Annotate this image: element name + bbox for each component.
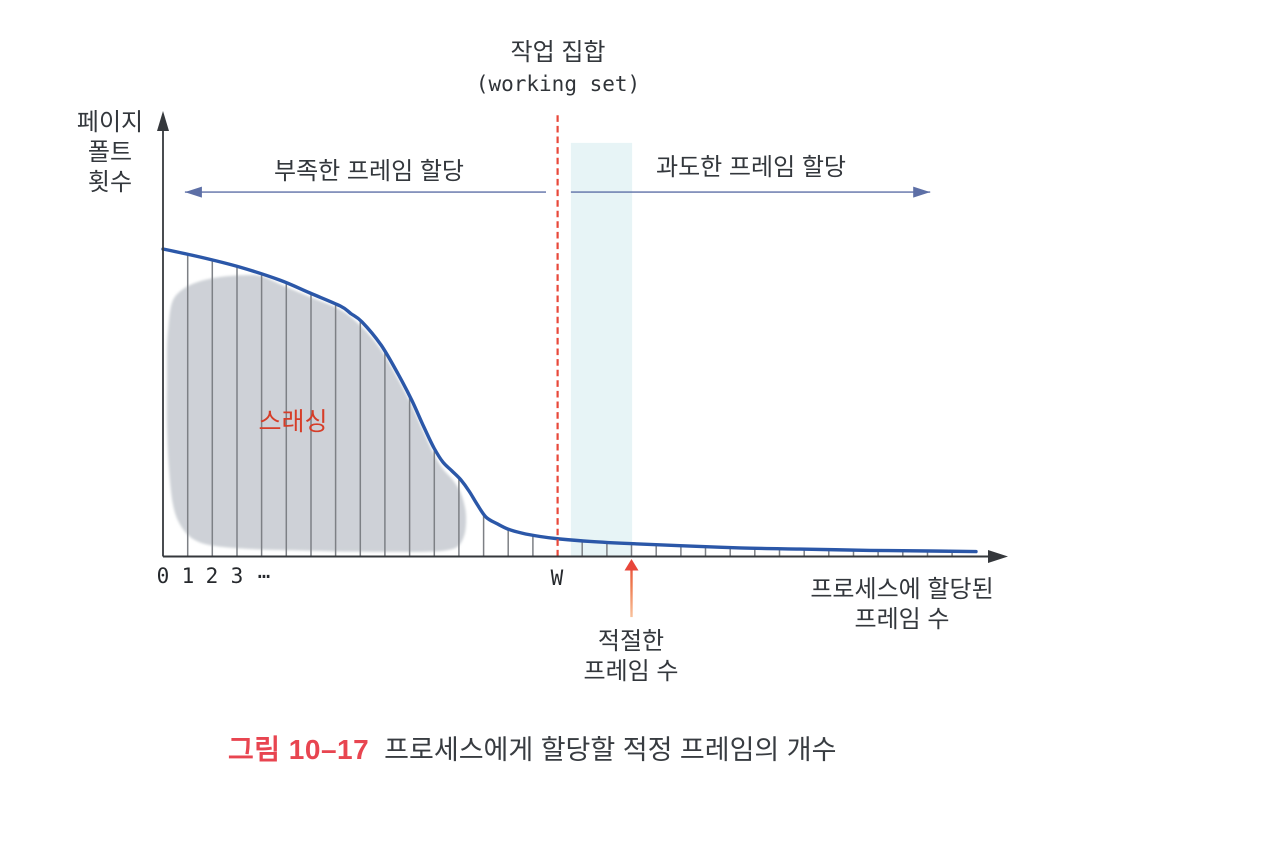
thrashing-region — [166, 275, 467, 552]
working-set-label-english: (working set) — [475, 72, 641, 96]
x-axis-title: 프로세스에 할당된 프레임 수 — [810, 575, 993, 635]
working-set-label: 작업 집합 (working set) — [476, 38, 640, 100]
proper-frames-label: 적절한 프레임 수 — [584, 627, 679, 687]
y-axis-arrowhead — [157, 111, 169, 131]
proper-frames-arrowhead — [624, 559, 639, 571]
figure-number: 그림 10–17 — [228, 734, 370, 765]
y-axis-label-line3: 횟수 — [87, 169, 133, 196]
proper-frames-label-line1: 적절한 — [597, 628, 665, 655]
x-tick-0: 0 — [156, 564, 170, 588]
figure-title: 프로세스에게 할당할 적정 프레임의 개수 — [384, 735, 837, 765]
underallocation-label: 부족한 프레임 할당 — [274, 158, 464, 185]
working-set-label-korean: 작업 집합 — [510, 39, 606, 66]
proper-frames-label-line2: 프레임 수 — [583, 658, 679, 685]
overallocation-label: 과도한 프레임 할당 — [656, 154, 846, 181]
y-axis-label-line2: 폴트 — [87, 139, 133, 166]
overallocation-band — [570, 142, 633, 557]
thrashing-label: 스래싱 — [258, 408, 328, 436]
x-tick-2: 2 — [205, 564, 219, 588]
figure-caption: 그림 10–17 프로세스에게 할당할 적정 프레임의 개수 — [228, 728, 836, 768]
x-tick-1: 1 — [181, 564, 195, 588]
overallocation-arrowhead — [913, 186, 931, 198]
page-fault-curve — [161, 247, 978, 554]
y-axis-label-line1: 페이지 — [76, 109, 144, 136]
x-tick-working-set: W — [550, 566, 564, 590]
x-axis-title-line2: 프레임 수 — [854, 606, 950, 633]
x-axis-arrowhead — [988, 550, 1008, 563]
x-tick-ellipsis: ⋯ — [257, 564, 271, 588]
x-axis-title-line1: 프로세스에 할당된 — [810, 576, 994, 603]
y-axis-label: 페이지 폴트 횟수 — [77, 108, 143, 198]
underallocation-arrowhead — [184, 186, 202, 198]
x-tick-3: 3 — [230, 564, 244, 588]
